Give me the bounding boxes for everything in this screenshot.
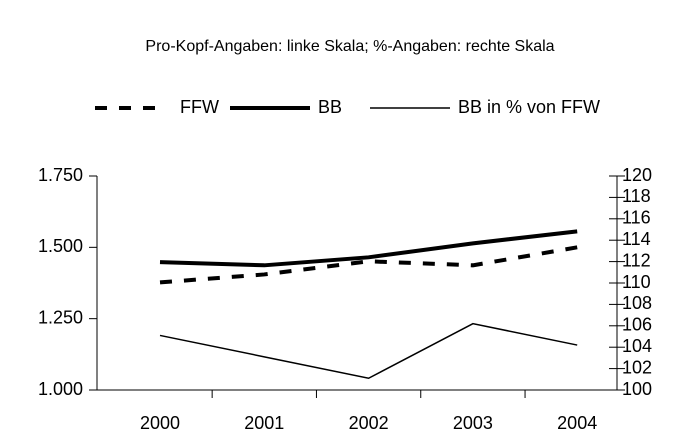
y2-tick-label: 118 [622, 186, 651, 206]
legend-label: BB in % von FFW [458, 97, 600, 117]
y2-tick-label: 100 [622, 379, 652, 399]
y2-tick-label: 108 [622, 293, 652, 313]
x-tick-label: 2001 [244, 413, 284, 433]
y2-tick-label: 102 [622, 357, 652, 377]
legend-label: FFW [180, 97, 219, 117]
x-tick-label: 2003 [453, 413, 493, 433]
y2-tick-label: 106 [622, 315, 652, 335]
y2-tick-label: 110 [622, 272, 651, 292]
y2-tick-label: 120 [622, 165, 652, 185]
legend-label: BB [318, 97, 342, 117]
y-tick-label: 1.500 [38, 236, 83, 256]
y2-tick-label: 116 [622, 208, 651, 228]
y-tick-label: 1.750 [38, 165, 83, 185]
x-tick-label: 2000 [140, 413, 180, 433]
y2-tick-label: 112 [622, 250, 651, 270]
series-line [159, 229, 578, 268]
y-tick-label: 1.250 [38, 307, 83, 327]
series-line [159, 322, 578, 380]
x-tick-label: 2004 [557, 413, 597, 433]
y-tick-label: 1.000 [38, 379, 83, 399]
x-tick-label: 2002 [349, 413, 389, 433]
chart-title: Pro-Kopf-Angaben: linke Skala; %-Angaben… [145, 38, 554, 55]
y2-tick-label: 114 [622, 229, 651, 249]
y2-tick-label: 104 [622, 336, 652, 356]
